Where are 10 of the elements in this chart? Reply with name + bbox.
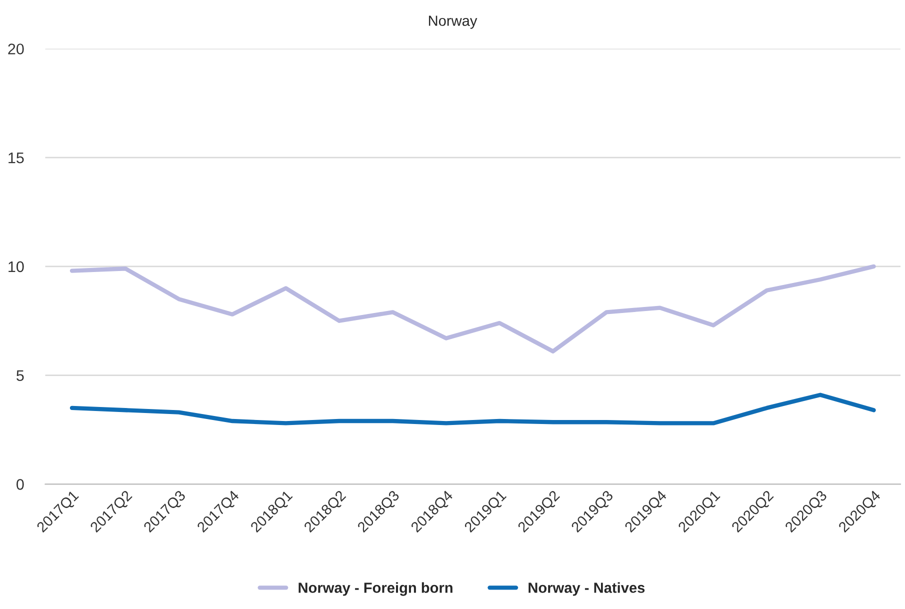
- line-series: [70, 392, 876, 426]
- line-series: [70, 264, 876, 354]
- legend-label: Norway - Natives: [528, 582, 645, 596]
- y-tick-label: 10: [8, 261, 24, 272]
- y-tick-label: 0: [16, 479, 24, 490]
- y-tick-label: 5: [16, 370, 24, 381]
- y-tick-label: 15: [8, 152, 24, 164]
- chart-title: Norway: [428, 16, 478, 29]
- legend-label: Norway - Foreign born: [298, 582, 452, 596]
- y-tick-label: 20: [8, 44, 24, 54]
